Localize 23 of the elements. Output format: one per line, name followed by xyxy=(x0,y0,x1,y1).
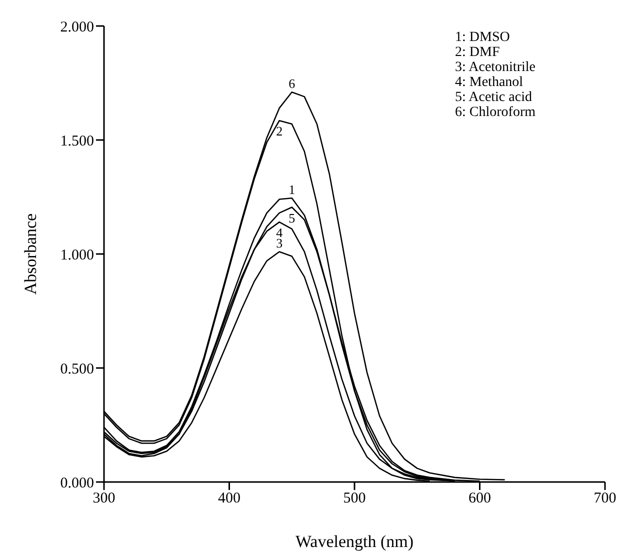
annotation: 3: Acetonitrile xyxy=(455,60,536,75)
x-tick-label: 700 xyxy=(594,490,616,507)
series-label: 2 xyxy=(276,124,283,139)
series-label: 5 xyxy=(288,210,296,226)
series-label: 6 xyxy=(288,76,296,92)
x-tick-label: 500 xyxy=(343,490,366,507)
y-tick-label: 1.000 xyxy=(60,247,94,264)
y-tick-label: 1.500 xyxy=(60,133,94,150)
x-axis-title: Wavelength (nm) xyxy=(295,532,414,551)
annotation: 5: Acetic acid xyxy=(455,90,533,105)
annotation: 1: DMSO xyxy=(455,30,511,45)
annotation: 6: Chloroform xyxy=(455,105,536,120)
y-tick-label: 2.000 xyxy=(60,19,94,36)
series-label: 3 xyxy=(276,236,283,251)
series-label: 1 xyxy=(288,182,296,198)
annotation: 2: DMF xyxy=(455,45,501,60)
x-tick-label: 400 xyxy=(218,490,240,507)
y-axis-title: Absorbance xyxy=(21,213,40,295)
annotation: 4: Methanol xyxy=(455,75,524,90)
y-tick-label: 0.000 xyxy=(60,475,94,492)
x-tick-label: 600 xyxy=(468,490,491,507)
y-tick-label: 0.500 xyxy=(60,361,94,378)
x-tick-label: 300 xyxy=(92,490,116,507)
